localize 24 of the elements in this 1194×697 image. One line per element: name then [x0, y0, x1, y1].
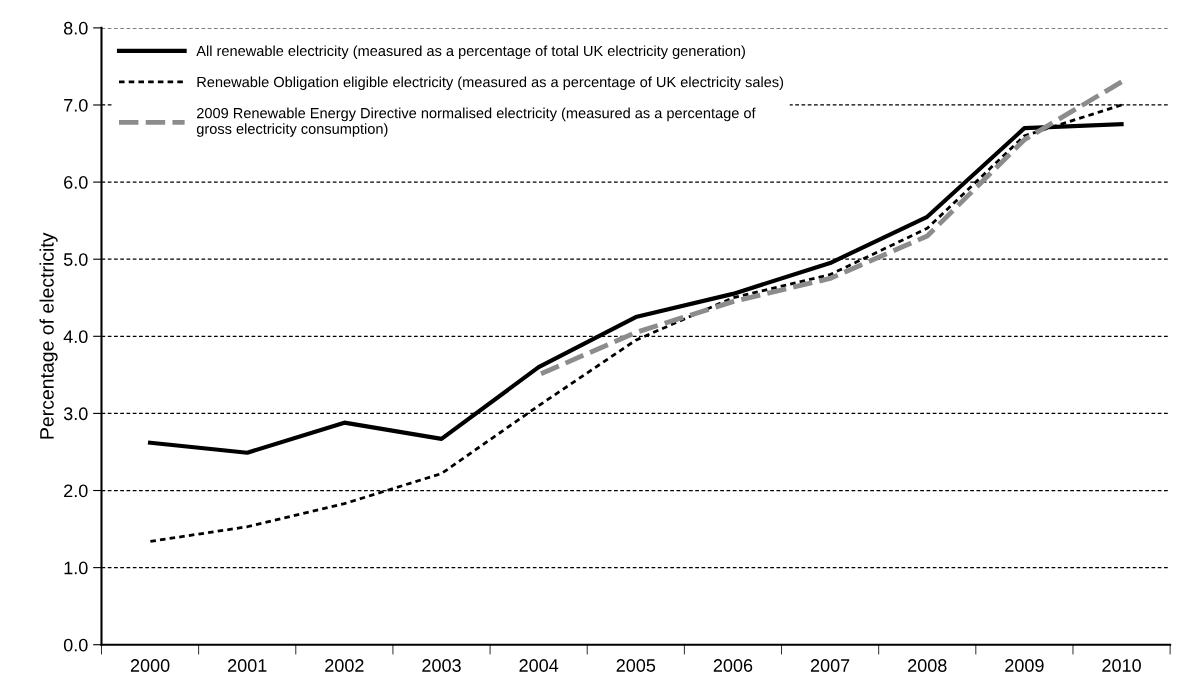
y-tick-label: 5.0	[63, 253, 88, 266]
y-axis-title: Percentage of electricity	[39, 232, 58, 439]
y-tick-label: 0.0	[63, 638, 88, 652]
x-tick-label: 2003	[422, 659, 461, 672]
y-tick-label: 3.0	[63, 407, 88, 421]
y-tick-label: 6.0	[64, 176, 88, 189]
y-tick-label: 1.0	[64, 561, 88, 575]
y-tick-label: 8.0	[63, 21, 88, 35]
x-tick-label: 2000	[130, 659, 170, 672]
y-tick-label: 7.0	[64, 98, 88, 112]
y-tick-label: 2.0	[64, 484, 88, 498]
x-tick-label: 2009	[1005, 659, 1044, 672]
legend-label: 2009 Renewable Energy Directive normalised electricity (measured as a percentage of gross electricity consumption)	[196, 107, 756, 137]
x-tick-label: 2008	[908, 659, 947, 672]
x-tick-label: 2004	[519, 659, 559, 672]
y-tick-label: 4.0	[63, 330, 88, 344]
legend-label: Renewable Obligation eligible electricity (measured as a percentage of UK electricity sales)	[197, 76, 784, 91]
x-tick-label: 2005	[616, 659, 656, 672]
x-tick-label: 2001	[228, 659, 267, 672]
x-tick-label: 2007	[810, 659, 850, 672]
x-tick-label: 2002	[325, 659, 364, 672]
legend-label: All renewable electricity (measured as a percentage of total UK electricity generation)	[196, 45, 745, 59]
x-tick-label: 2006	[713, 659, 753, 672]
x-tick-label: 2010	[1102, 659, 1141, 672]
